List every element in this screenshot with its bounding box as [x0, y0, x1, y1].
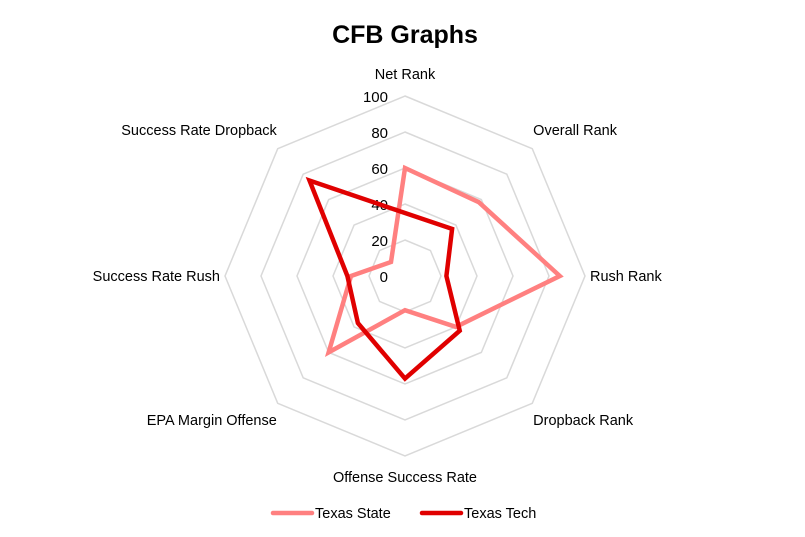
series-line-texas-state [324, 164, 564, 357]
grid-rings [224, 95, 586, 457]
grid-ring-100 [224, 95, 586, 457]
tick-label-80: 80 [371, 125, 388, 142]
legend: Texas State Texas Tech [270, 506, 536, 522]
tick-label-20: 20 [371, 233, 388, 250]
tick-label-60: 60 [371, 161, 388, 178]
legend-label-texas-state: Texas State [315, 506, 391, 522]
category-label-offense-success-rate: Offense Success Rate [333, 470, 477, 486]
series-line-texas-tech [305, 176, 463, 382]
category-label-net-rank: Net Rank [375, 67, 436, 83]
chart-title: CFB Graphs [332, 21, 478, 49]
category-label-dropback-rank: Dropback Rank [533, 413, 634, 429]
series-lines [305, 164, 564, 382]
category-label-success-rate-dropback: Success Rate Dropback [121, 123, 277, 139]
tick-label-100: 100 [363, 89, 388, 106]
category-label-success-rate-rush: Success Rate Rush [93, 269, 220, 285]
category-label-epa-margin-offense: EPA Margin Offense [147, 413, 277, 429]
category-labels: Net Rank Overall Rank Rush Rank Dropback Ra… [93, 67, 663, 486]
category-label-overall-rank: Overall Rank [533, 123, 618, 139]
category-label-rush-rank: Rush Rank [590, 269, 662, 285]
legend-label-texas-tech: Texas Tech [464, 506, 536, 522]
grid-ring-80 [260, 131, 550, 421]
tick-label-0: 0 [380, 269, 388, 286]
grid-ring-40 [332, 203, 478, 349]
grid-ring-60 [296, 167, 514, 385]
